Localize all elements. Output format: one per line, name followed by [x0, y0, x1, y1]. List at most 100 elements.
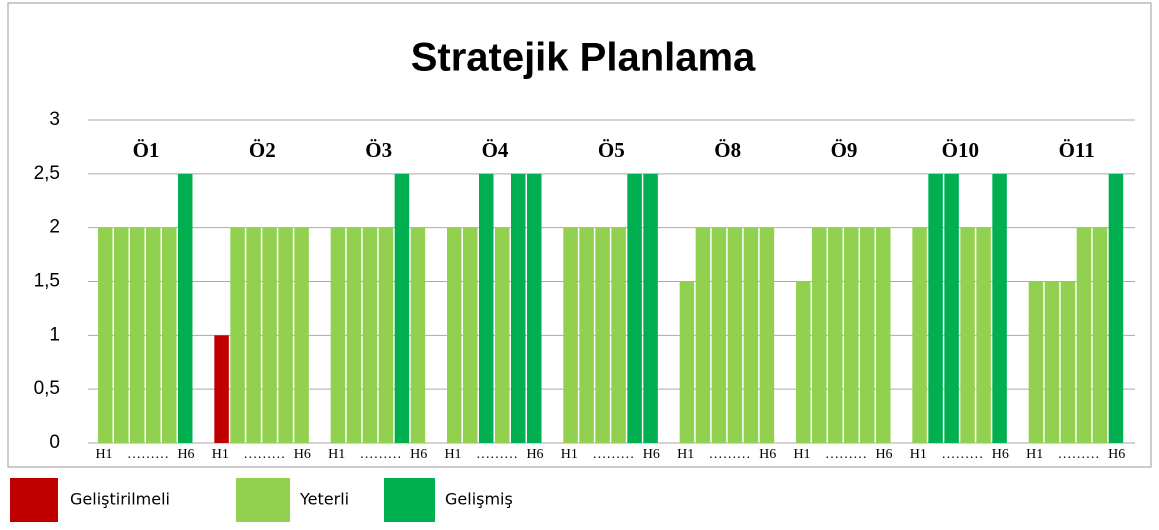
- x-label-start: H1: [910, 447, 927, 462]
- x-label-end: H6: [643, 447, 660, 462]
- bar: [1076, 227, 1092, 443]
- x-label-start: H1: [1026, 447, 1043, 462]
- x-label-end: H6: [759, 447, 776, 462]
- bar: [611, 227, 626, 443]
- bar: [362, 227, 378, 443]
- legend-label: Gelişmiş: [445, 490, 513, 509]
- bar: [595, 227, 610, 443]
- x-label-fill: ………: [709, 447, 751, 462]
- bar: [960, 227, 975, 443]
- x-label-fill: ………: [592, 447, 634, 462]
- bar: [711, 227, 727, 443]
- legend-swatch: [10, 478, 58, 522]
- bar: [146, 227, 161, 443]
- legend-label: Yeterli: [299, 490, 349, 509]
- bar: [130, 227, 145, 443]
- bar: [1108, 173, 1124, 444]
- bar: [627, 173, 642, 444]
- x-label-fill: ………: [825, 447, 867, 462]
- bar: [563, 227, 578, 443]
- x-label-start: H1: [212, 447, 229, 462]
- x-label-fill: ………: [360, 447, 402, 462]
- chart-title: Stratejik Planlama: [411, 36, 756, 80]
- y-tick-label: 3: [49, 109, 60, 130]
- x-label-fill: ………: [1058, 447, 1100, 462]
- x-label-fill: ………: [476, 447, 518, 462]
- bar: [1092, 227, 1108, 443]
- x-label-start: H1: [444, 447, 461, 462]
- bar: [1028, 281, 1044, 443]
- group-label: Ö4: [482, 138, 509, 162]
- bar: [844, 227, 859, 443]
- bar: [479, 173, 494, 444]
- bar: [495, 227, 510, 443]
- bar: [928, 173, 943, 444]
- x-label-start: H1: [561, 447, 578, 462]
- bar: [330, 227, 346, 443]
- y-tick-label: 2: [49, 217, 60, 238]
- x-label-end: H6: [992, 447, 1009, 462]
- bar: [812, 227, 827, 443]
- x-label-fill: ………: [127, 447, 169, 462]
- bar: [527, 173, 542, 444]
- bar: [796, 281, 811, 443]
- legend-swatch: [384, 478, 435, 522]
- x-label-start: H1: [793, 447, 810, 462]
- y-tick-label: 0: [49, 432, 60, 453]
- bar: [679, 281, 695, 443]
- group-label: Ö10: [942, 138, 979, 162]
- x-label-end: H6: [177, 447, 194, 462]
- bar: [178, 173, 193, 444]
- bar: [579, 227, 594, 443]
- bar: [976, 227, 991, 443]
- bar: [695, 227, 711, 443]
- legend-label: Geliştirilmeli: [70, 490, 170, 509]
- group-label: Ö3: [365, 138, 392, 162]
- group-label: Ö1: [133, 138, 160, 162]
- bar: [944, 173, 959, 444]
- bar: [447, 227, 462, 443]
- bar: [98, 227, 113, 443]
- y-tick-label: 1: [49, 324, 60, 345]
- bar: [346, 227, 362, 443]
- bar: [230, 227, 245, 443]
- bar: [114, 227, 129, 443]
- x-label-end: H6: [294, 447, 311, 462]
- bar: [912, 227, 927, 443]
- bar: [860, 227, 875, 443]
- group-label: Ö9: [831, 138, 858, 162]
- x-label-fill: ………: [941, 447, 983, 462]
- x-label-start: H1: [677, 447, 694, 462]
- bar: [1044, 281, 1060, 443]
- bar: [992, 173, 1007, 444]
- bar: [463, 227, 478, 443]
- group-label: Ö2: [249, 138, 276, 162]
- bar: [378, 227, 394, 443]
- bar: [214, 335, 229, 443]
- x-label-fill: ………: [243, 447, 285, 462]
- group-label: Ö5: [598, 138, 625, 162]
- bar: [743, 227, 759, 443]
- bar: [410, 227, 426, 443]
- x-label-end: H6: [875, 447, 892, 462]
- bar: [511, 173, 526, 444]
- y-tick-label: 1,5: [34, 271, 60, 292]
- y-tick-label: 0,5: [34, 378, 60, 399]
- bar: [727, 227, 743, 443]
- group-label: Ö11: [1059, 138, 1095, 162]
- x-label-start: H1: [95, 447, 112, 462]
- bar: [643, 173, 658, 444]
- bar: [876, 227, 891, 443]
- legend-swatch: [236, 478, 290, 522]
- bar: [1060, 281, 1076, 443]
- bar: [294, 227, 309, 443]
- x-label-end: H6: [410, 447, 427, 462]
- y-tick-label: 2,5: [34, 163, 60, 184]
- bar: [278, 227, 293, 443]
- group-label: Ö8: [714, 138, 741, 162]
- bar: [759, 227, 775, 443]
- bar: [828, 227, 843, 443]
- x-label-start: H1: [328, 447, 345, 462]
- bar: [394, 173, 410, 444]
